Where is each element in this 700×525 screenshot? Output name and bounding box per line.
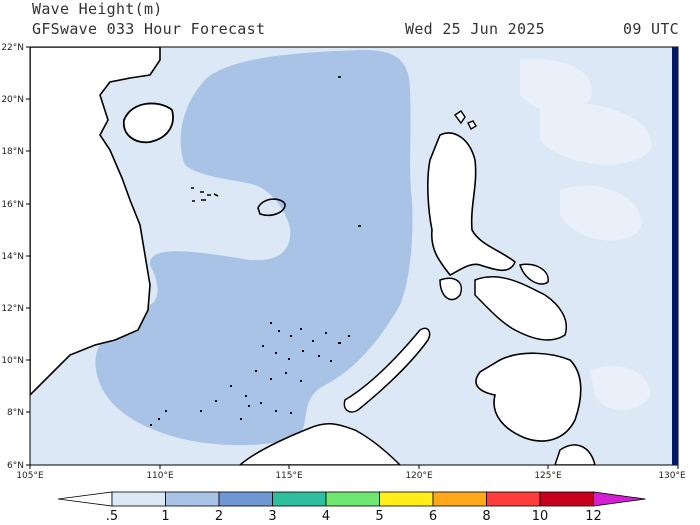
lon-label: 105°E xyxy=(16,471,44,481)
colorbar-label: 10 xyxy=(532,509,549,524)
colorbar-label: 5 xyxy=(375,509,383,524)
colorbar-swatch xyxy=(111,491,166,507)
lat-label: 16°N xyxy=(1,200,24,210)
island xyxy=(554,444,596,465)
color-scale-bar: .5 1 2 3 4 5 6 8 10 12 xyxy=(57,491,646,524)
forecast-model: GFSwave 033 Hour Forecast xyxy=(32,20,266,38)
samar-island xyxy=(519,263,549,285)
lat-label: 6°N xyxy=(7,461,24,471)
sea-pale-patch xyxy=(520,59,592,113)
sea-pale-patch xyxy=(540,102,652,165)
island xyxy=(467,120,477,130)
lon-label: 115°E xyxy=(275,471,303,481)
lon-label: 130°E xyxy=(658,471,686,481)
colorbar-label: 2 xyxy=(215,509,223,524)
lat-label: 18°N xyxy=(1,147,24,157)
colorbar-swatch xyxy=(165,491,220,507)
spratly-islands xyxy=(150,322,350,426)
colorbar-label: 4 xyxy=(322,509,330,524)
map-title: Wave Height(m) xyxy=(32,0,163,18)
colorbar-min-arrow xyxy=(57,491,113,507)
sea-pale-patch xyxy=(560,185,642,241)
visayas-islands xyxy=(474,275,567,341)
colorbar-label: 8 xyxy=(482,509,490,524)
colorbar-label: .5 xyxy=(106,509,118,524)
colorbar-label: 6 xyxy=(429,509,437,524)
colorbar-label: 3 xyxy=(268,509,276,524)
wave-field-1-2m xyxy=(95,49,413,446)
paracel-islands xyxy=(191,76,361,227)
lat-label: 22°N xyxy=(1,43,24,53)
colorbar-label: 12 xyxy=(585,509,602,524)
borneo-coast xyxy=(238,423,402,465)
island xyxy=(453,110,466,125)
lon-label: 120°E xyxy=(405,471,433,481)
colorbar-swatch xyxy=(486,491,541,507)
palawan-island xyxy=(343,327,431,413)
forecast-date: Wed 25 Jun 2025 xyxy=(405,20,545,38)
colorbar-swatch xyxy=(325,491,380,507)
mainland-coast xyxy=(30,47,161,397)
lat-label: 10°N xyxy=(1,356,24,366)
lat-label: 20°N xyxy=(1,95,24,105)
colorbar-swatch xyxy=(539,491,594,507)
colorbar-swatch xyxy=(432,491,487,507)
forecast-time: 09 UTC xyxy=(623,20,679,38)
colorbar-label: 1 xyxy=(161,509,169,524)
colorbar-swatch xyxy=(379,491,434,507)
lon-label: 125°E xyxy=(534,471,562,481)
colorbar-swatch xyxy=(218,491,273,507)
mindoro-island xyxy=(439,277,462,301)
lat-label: 14°N xyxy=(1,252,24,262)
hainan-island xyxy=(123,102,174,144)
colorbar-swatch xyxy=(272,491,327,507)
lat-label: 12°N xyxy=(1,304,24,314)
mindanao-island xyxy=(475,352,582,442)
lon-label: 110°E xyxy=(146,471,174,481)
colorbar-max-arrow xyxy=(593,491,646,507)
right-edge-bar xyxy=(672,47,678,465)
sea-pale-patch xyxy=(590,366,650,410)
lat-label: 8°N xyxy=(7,408,24,418)
luzon-island xyxy=(427,132,516,277)
